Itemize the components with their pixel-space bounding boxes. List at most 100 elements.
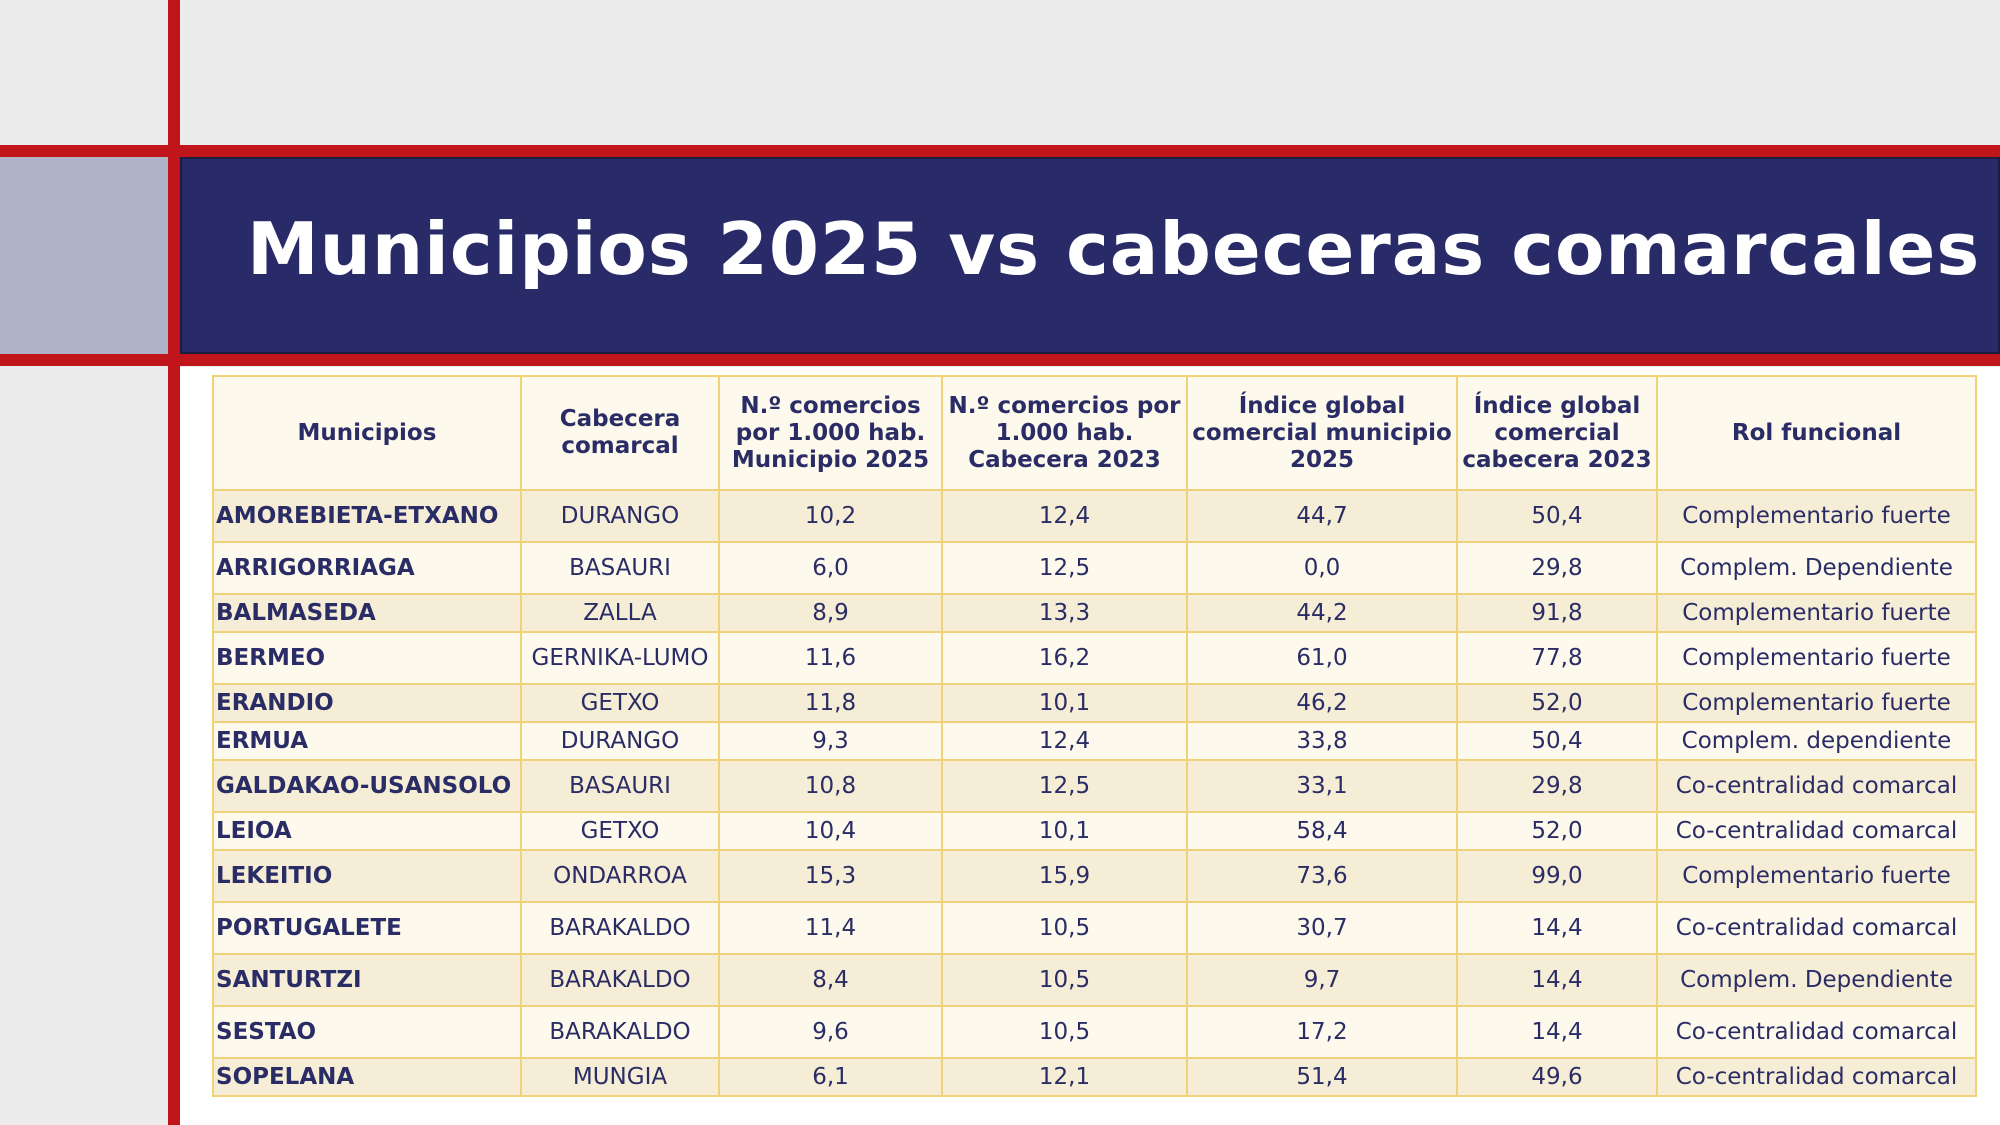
table-cell: 49,6 (1456, 1057, 1658, 1097)
table-cell: DURANGO (520, 489, 720, 543)
table-cell: BARAKALDO (520, 1005, 720, 1059)
table-cell: BASAURI (520, 759, 720, 813)
table-cell: 16,2 (941, 631, 1188, 685)
table-cell: Co-centralidad comarcal (1656, 901, 1977, 955)
header-cell: Índice global comercial municipio 2025 (1186, 375, 1458, 491)
table-cell: 10,1 (941, 811, 1188, 851)
table-cell: GERNIKA-LUMO (520, 631, 720, 685)
municipio-cell: SOPELANA (212, 1057, 522, 1097)
table-row: AMOREBIETA-ETXANO DURANGO 10,2 12,4 44,7 50,4… (212, 489, 1977, 543)
table-cell: 50,4 (1456, 489, 1658, 543)
municipio-cell: ERANDIO (212, 683, 522, 723)
table-cell: Co-centralidad comarcal (1656, 1057, 1977, 1097)
page-title: Municipios 2025 vs cabeceras comarcales (247, 207, 1981, 291)
municipio-cell: SESTAO (212, 1005, 522, 1059)
municipio-cell: LEKEITIO (212, 849, 522, 903)
table-cell: 12,4 (941, 721, 1188, 761)
table-cell: 14,4 (1456, 901, 1658, 955)
red-bottom-rule (0, 354, 2000, 366)
table-row: LEKEITIO ONDARROA 15,3 15,9 73,6 99,0 Compleme… (212, 849, 1977, 903)
municipio-cell: SANTURTZI (212, 953, 522, 1007)
table-row: BALMASEDA ZALLA 8,9 13,3 44,2 91,8 Complementa… (212, 593, 1977, 633)
municipio-cell: BERMEO (212, 631, 522, 685)
table-cell: 77,8 (1456, 631, 1658, 685)
table-cell: 10,2 (718, 489, 943, 543)
table-cell: Co-centralidad comarcal (1656, 1005, 1977, 1059)
table-cell: 10,5 (941, 901, 1188, 955)
table-cell: Co-centralidad comarcal (1656, 759, 1977, 813)
table-cell: 44,2 (1186, 593, 1458, 633)
table-cell: 33,8 (1186, 721, 1458, 761)
table-cell: 14,4 (1456, 953, 1658, 1007)
table-row: SESTAO BARAKALDO 9,6 10,5 17,2 14,4 Co-central… (212, 1005, 1977, 1059)
municipio-cell: ERMUA (212, 721, 522, 761)
table-cell: 15,3 (718, 849, 943, 903)
table-cell: GETXO (520, 811, 720, 851)
table-cell: BASAURI (520, 541, 720, 595)
title-band: Municipios 2025 vs cabeceras comarcales (180, 157, 2000, 354)
table-cell: Complementario fuerte (1656, 593, 1977, 633)
table-cell: 51,4 (1186, 1057, 1458, 1097)
table-cell: BARAKALDO (520, 953, 720, 1007)
table-row: BERMEO GERNIKA-LUMO 11,6 16,2 61,0 77,8 Comple… (212, 631, 1977, 685)
municipio-cell: PORTUGALETE (212, 901, 522, 955)
table-cell: 33,1 (1186, 759, 1458, 813)
table-row: ARRIGORRIAGA BASAURI 6,0 12,5 0,0 29,8 Complem… (212, 541, 1977, 595)
table-cell: MUNGIA (520, 1057, 720, 1097)
table-cell: 91,8 (1456, 593, 1658, 633)
table-cell: Complementario fuerte (1656, 849, 1977, 903)
table-cell: 10,1 (941, 683, 1188, 723)
table-cell: Complem. Dependiente (1656, 541, 1977, 595)
table-cell: 52,0 (1456, 683, 1658, 723)
header-cell: N.º comercios por 1.000 hab. Municipio 2… (718, 375, 943, 491)
table-cell: ZALLA (520, 593, 720, 633)
table-row: ERMUA DURANGO 9,3 12,4 33,8 50,4 Complem. depe… (212, 721, 1977, 761)
table-cell: 12,4 (941, 489, 1188, 543)
data-table: Municipios Cabecera comarcal N.º comerci… (212, 375, 1977, 1097)
table-cell: 8,4 (718, 953, 943, 1007)
table-cell: 6,0 (718, 541, 943, 595)
red-top-rule (0, 145, 2000, 157)
table-cell: Complem. dependiente (1656, 721, 1977, 761)
table-cell: 15,9 (941, 849, 1188, 903)
table-cell: 14,4 (1456, 1005, 1658, 1059)
table-cell: 11,8 (718, 683, 943, 723)
table-cell: 10,5 (941, 1005, 1188, 1059)
table-cell: 17,2 (1186, 1005, 1458, 1059)
table-cell: 11,4 (718, 901, 943, 955)
header-cell: N.º comercios por 1.000 hab. Cabecera 20… (941, 375, 1188, 491)
accent-block (0, 157, 168, 354)
table-cell: 10,4 (718, 811, 943, 851)
table-cell: 12,5 (941, 541, 1188, 595)
table-cell: 6,1 (718, 1057, 943, 1097)
table-cell: Co-centralidad comarcal (1656, 811, 1977, 851)
table-cell: 11,6 (718, 631, 943, 685)
table-cell: 52,0 (1456, 811, 1658, 851)
table-cell: 9,3 (718, 721, 943, 761)
municipio-cell: AMOREBIETA-ETXANO (212, 489, 522, 543)
table-cell: 30,7 (1186, 901, 1458, 955)
municipio-cell: BALMASEDA (212, 593, 522, 633)
table-cell: 73,6 (1186, 849, 1458, 903)
table-cell: 9,6 (718, 1005, 943, 1059)
table-cell: 10,8 (718, 759, 943, 813)
table-cell: 50,4 (1456, 721, 1658, 761)
table-row: SOPELANA MUNGIA 6,1 12,1 51,4 49,6 Co-centrali… (212, 1057, 1977, 1097)
table-cell: 46,2 (1186, 683, 1458, 723)
table-cell: 61,0 (1186, 631, 1458, 685)
table-row: ERANDIO GETXO 11,8 10,1 46,2 52,0 Complementar… (212, 683, 1977, 723)
table-cell: 8,9 (718, 593, 943, 633)
table-cell: 29,8 (1456, 759, 1658, 813)
header-cell: Cabecera comarcal (520, 375, 720, 491)
table-cell: Complementario fuerte (1656, 631, 1977, 685)
table-cell: Complem. Dependiente (1656, 953, 1977, 1007)
table-cell: 12,1 (941, 1057, 1188, 1097)
header-cell: Municipios (212, 375, 522, 491)
table-cell: 44,7 (1186, 489, 1458, 543)
municipio-cell: GALDAKAO-USANSOLO (212, 759, 522, 813)
table-cell: Complementario fuerte (1656, 489, 1977, 543)
municipio-cell: LEIOA (212, 811, 522, 851)
table-cell: GETXO (520, 683, 720, 723)
table-cell: 29,8 (1456, 541, 1658, 595)
table-cell: 99,0 (1456, 849, 1658, 903)
